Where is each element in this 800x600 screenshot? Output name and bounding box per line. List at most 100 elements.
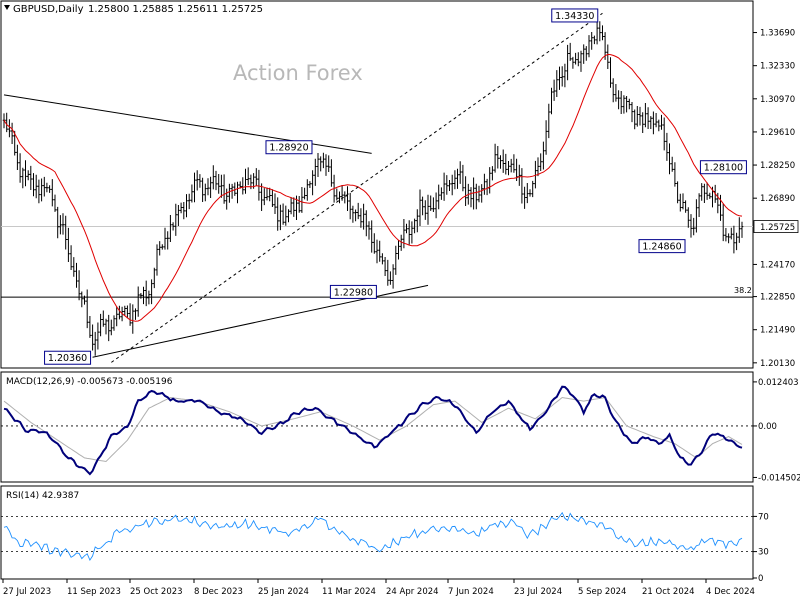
price-bar [622, 95, 626, 114]
price-bar [399, 234, 403, 251]
price-tick-label: 1.30970 [760, 95, 795, 105]
price-bar [246, 167, 250, 186]
price-bar [276, 197, 279, 231]
macd-panel [0, 371, 754, 483]
macd-tick-label: 0.012403 [758, 378, 799, 388]
date-tick-label: 25 Jan 2024 [258, 587, 309, 597]
price-bar [657, 119, 661, 132]
price-bar [560, 66, 564, 87]
price-bar [187, 193, 191, 210]
dropdown-triangle-icon[interactable] [4, 5, 10, 10]
price-bar [131, 304, 135, 334]
price-bar [260, 183, 263, 211]
price-bar [69, 245, 73, 270]
price-bar [373, 233, 376, 254]
price-bars [2, 21, 744, 356]
price-bar [26, 170, 30, 181]
price-bar [407, 220, 411, 245]
price-bar [34, 174, 38, 199]
price-bar [297, 196, 301, 213]
macd-line [3, 385, 743, 476]
price-bar [719, 194, 722, 221]
price-bar [633, 109, 636, 130]
price-bar [593, 35, 596, 45]
price-bar [123, 305, 127, 316]
price-bar [563, 63, 567, 88]
price-bar [110, 319, 113, 336]
price-bar [636, 106, 639, 127]
symbol-label: GBPUSD,Daily [13, 4, 84, 15]
price-bar [193, 172, 196, 203]
swing-label: 1.34330 [551, 8, 599, 23]
price-bar [619, 91, 623, 114]
price-bar [59, 215, 62, 235]
price-bar [346, 186, 349, 211]
price-bar [649, 116, 653, 129]
price-bar [322, 152, 325, 169]
price-tick-label: 1.20130 [760, 359, 795, 369]
price-bar [735, 232, 738, 251]
macd-signal-line [3, 396, 743, 463]
price-bar [150, 279, 153, 305]
price-bar [456, 168, 459, 189]
price-bar [139, 293, 143, 299]
price-bar [32, 173, 35, 197]
date-tick-label: 23 Jul 2024 [514, 587, 562, 597]
price-bar [684, 200, 687, 213]
svg-text:1.24860: 1.24860 [642, 242, 681, 253]
price-bar [464, 176, 467, 206]
price-bar [265, 187, 269, 201]
price-bar [475, 183, 478, 210]
price-bar [378, 240, 381, 262]
price-bar [628, 98, 631, 110]
price-bar [29, 165, 33, 190]
price-bar [568, 42, 572, 61]
price-bar [662, 117, 666, 151]
price-bar [410, 221, 414, 244]
price-bar [158, 241, 161, 256]
price-bar [201, 177, 204, 202]
price-bar [692, 217, 695, 236]
price-bar [354, 209, 357, 222]
price-bar [381, 253, 384, 265]
rsi-tick-label: 30 [758, 548, 769, 558]
price-bar [268, 187, 271, 202]
price-bar [665, 132, 669, 161]
price-bar [424, 200, 427, 220]
price-bar [67, 227, 70, 262]
date-tick-label: 21 Oct 2024 [642, 587, 695, 597]
price-panel [0, 0, 754, 369]
price-bar [630, 102, 634, 123]
price-bar [230, 183, 234, 199]
rsi-panel [0, 485, 754, 580]
price-bar [236, 181, 239, 204]
price-bar [351, 205, 355, 223]
macd-title: MACD(12,26,9) -0.005673 -0.005196 [6, 377, 173, 387]
price-bar [375, 239, 379, 264]
trendline-3[interactable] [111, 12, 603, 363]
date-tick-label: 24 Apr 2024 [386, 587, 439, 597]
price-bar [338, 191, 341, 204]
price-tick-label: 1.21490 [760, 326, 795, 336]
price-bar [51, 179, 54, 207]
price-bar [724, 228, 728, 242]
price-bar [83, 295, 86, 305]
price-bar [287, 209, 290, 223]
price-bar [550, 87, 553, 115]
price-bar [142, 286, 145, 305]
price-bar [303, 187, 306, 200]
price-bar [356, 202, 360, 220]
price-bar [61, 213, 65, 235]
price-bar [190, 184, 194, 203]
price-bar [689, 214, 693, 238]
price-bar [335, 188, 339, 201]
svg-text:1.28920: 1.28920 [269, 143, 308, 154]
price-bar [700, 183, 703, 201]
price-bar [77, 270, 81, 301]
price-bar [606, 44, 610, 69]
price-bar [107, 314, 110, 342]
price-bar [571, 56, 575, 69]
price-bar [697, 193, 701, 217]
price-tick-label: 1.33690 [760, 29, 795, 39]
price-bar [461, 164, 465, 192]
